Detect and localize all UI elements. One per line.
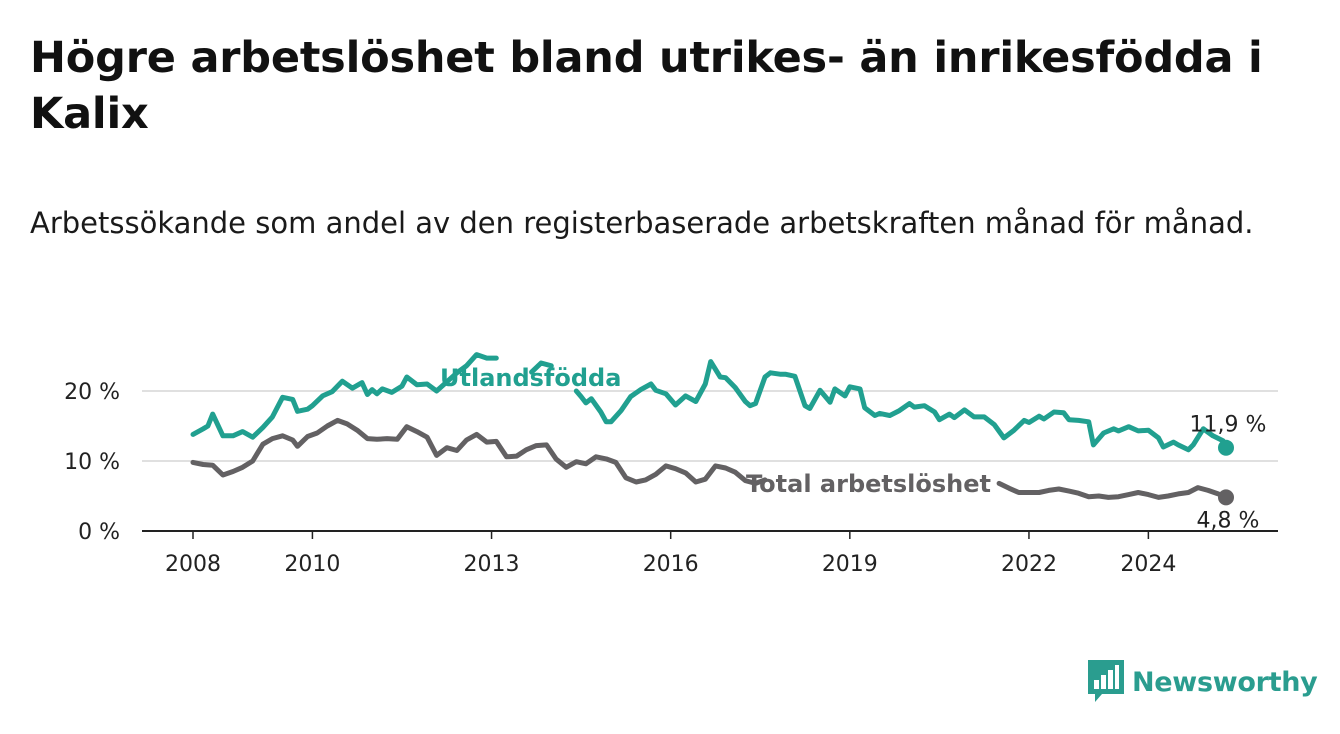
x-tick-label: 2010 (284, 552, 340, 577)
brand-name: Newsworthy (1132, 666, 1318, 698)
series-label-total: Total arbetslöshet (746, 470, 991, 498)
series-layer (190, 352, 1234, 506)
series-label-utlandsfodda: Utlandsfödda (440, 364, 621, 392)
x-tick-label: 2013 (464, 552, 520, 577)
end-label-utlandsfodda: 11,9 % (1190, 413, 1267, 438)
x-tick-label: 2016 (643, 552, 699, 577)
y-tick-label: 0 % (78, 520, 120, 545)
x-tick-label: 2022 (1001, 552, 1057, 577)
chart-subtitle: Arbetssökande som andel av den registerb… (30, 206, 1254, 240)
chart-title: Högre arbetslöshet bland utrikes- än inr… (30, 33, 1263, 139)
newsworthy-logo: Newsworthy (1088, 660, 1318, 704)
bar-chart-speech-bubble-icon (1088, 660, 1124, 702)
end-label-total: 4,8 % (1197, 508, 1260, 533)
line-chart: 0 %10 %20 %2008 2010 2013 2016 2019 2022 2024 … (64, 352, 1278, 577)
x-tick-label: 2019 (822, 552, 878, 577)
label-layer: Utlandsfödda Total arbetslöshet 11,9 % 4,8 … (440, 364, 1266, 533)
y-tick-label: 10 % (64, 450, 120, 475)
series-end-point (1218, 489, 1234, 506)
grid-layer: 0 % 10 % 20 % 2008 2010 2013 2016 2019 2022 2024 (64, 380, 1278, 577)
series-end-point (1218, 439, 1234, 456)
y-tick-label: 20 % (64, 380, 120, 405)
x-tick-label: 2024 (1120, 552, 1176, 577)
x-tick-label: 2008 (165, 552, 221, 577)
series-line-total (190, 417, 1229, 500)
series-line-utlandsfodda (190, 352, 1229, 453)
